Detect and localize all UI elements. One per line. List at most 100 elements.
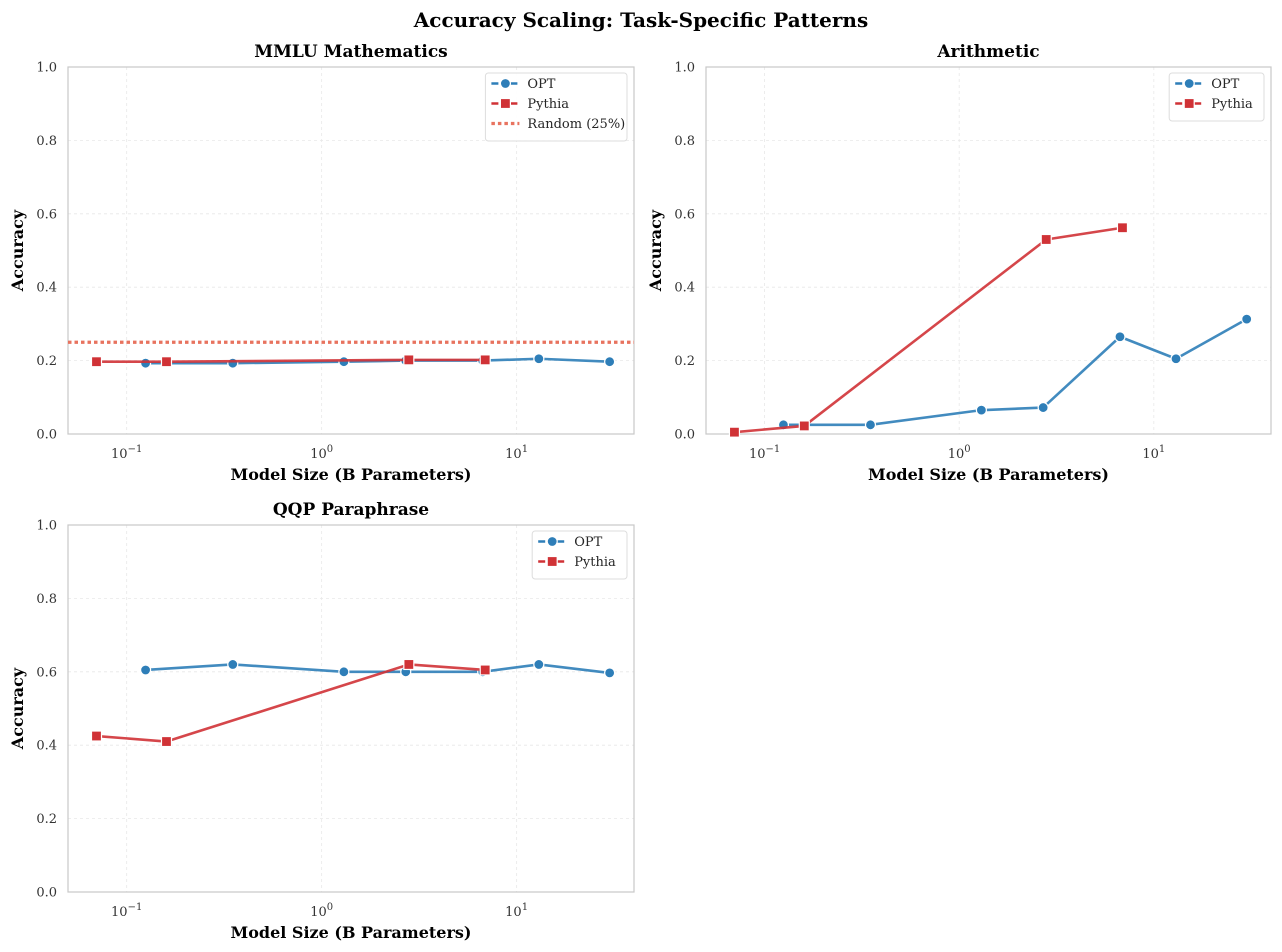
chart-panel-3: 0.0 0.2 0.4 0.6 0.8 1.0 10−1 100 101 QQP Paraphra… — [8, 500, 635, 942]
grid — [68, 524, 634, 893]
y-tick-label: 0.0 — [674, 428, 695, 443]
legend-marker-pythia — [499, 97, 511, 110]
chart-title: QQP Paraphrase — [273, 500, 429, 520]
data-point-pythia — [90, 730, 103, 742]
x-tick-label: 100 — [310, 902, 333, 920]
x-tick-label: 10−1 — [111, 902, 142, 920]
series-pythia — [90, 658, 491, 748]
chart-panel-1: 0.0 0.2 0.4 0.6 0.8 1.0 10−1 100 101 MMLU Mathema… — [8, 42, 635, 484]
legend-marker-opt — [546, 535, 558, 548]
grid — [706, 66, 1271, 435]
series-pythia — [90, 354, 491, 368]
data-point-pythia — [90, 356, 103, 368]
legend-label: Pythia — [527, 97, 569, 112]
legend-label: OPT — [1211, 77, 1239, 92]
data-point-opt — [1170, 353, 1182, 365]
y-tick-label: 1.0 — [36, 519, 57, 534]
series-line-pythia — [96, 358, 486, 364]
series-opt — [777, 313, 1253, 431]
y-tick-label: 0.8 — [36, 592, 57, 607]
chart-panel-2: 0.0 0.2 0.4 0.6 0.8 1.0 10−1 100 101 Arithmetic Mo… — [646, 42, 1272, 484]
series-line-pythia — [96, 663, 486, 743]
data-point-opt — [1037, 401, 1049, 414]
legend: OPT Pythia — [531, 530, 628, 580]
data-point-opt — [139, 357, 152, 369]
data-point-opt — [533, 658, 545, 671]
y-tick-label: 0.2 — [36, 354, 57, 369]
data-point-pythia — [479, 664, 491, 676]
data-point-opt — [338, 356, 350, 368]
y-axis-label: Accuracy — [646, 209, 665, 292]
y-tick-label: 0.0 — [36, 428, 57, 443]
x-axis-label: Model Size (B Parameters) — [231, 465, 472, 484]
data-point-opt — [227, 658, 239, 671]
data-point-opt — [1241, 313, 1253, 325]
data-point-pythia — [798, 420, 810, 432]
plot-frame — [67, 66, 635, 435]
data-point-pythia — [1040, 233, 1052, 246]
legend-marker-opt — [499, 77, 511, 90]
legend-label: OPT — [527, 77, 555, 92]
y-tick-label: 0.2 — [674, 354, 695, 369]
legend-item-pythia: Pythia — [1175, 97, 1253, 112]
y-tick-label: 0.4 — [36, 281, 57, 296]
y-tick-label: 0.6 — [674, 207, 695, 222]
legend-item-random: Random (25%) — [491, 117, 625, 132]
x-axis-label: Model Size (B Parameters) — [231, 923, 472, 942]
data-point-opt — [139, 664, 152, 676]
plot-frame — [67, 524, 635, 893]
legend-label: Random (25%) — [527, 117, 625, 132]
x-tick-label: 100 — [948, 444, 971, 462]
series-pythia — [728, 222, 1129, 438]
y-tick-label: 0.0 — [36, 886, 57, 901]
legend-label: OPT — [574, 535, 602, 550]
data-point-pythia — [160, 735, 173, 748]
data-point-opt — [1114, 331, 1126, 343]
y-tick-label: 0.4 — [36, 739, 57, 754]
y-axis-label: Accuracy — [8, 667, 27, 750]
y-tick-label: 0.8 — [36, 134, 57, 149]
data-point-opt — [604, 667, 616, 679]
data-point-pythia — [728, 426, 741, 438]
data-point-pythia — [479, 354, 491, 366]
chart-title: Arithmetic — [936, 42, 1039, 62]
x-tick-label: 101 — [505, 444, 528, 462]
y-tick-label: 1.0 — [674, 61, 695, 76]
x-tick-label: 101 — [505, 902, 528, 920]
series-line-pythia — [734, 226, 1123, 434]
legend-label: Pythia — [1211, 97, 1253, 112]
y-tick-label: 0.6 — [36, 665, 57, 680]
y-tick-label: 0.8 — [674, 134, 695, 149]
figure-title: Accuracy Scaling: Task-Specific Patterns — [413, 8, 868, 32]
series-opt — [139, 658, 616, 679]
plot-frame — [705, 66, 1272, 435]
x-tick-label: 100 — [310, 444, 333, 462]
legend-item-pythia: Pythia — [491, 97, 569, 112]
legend: OPT Pythia — [1168, 72, 1265, 122]
series-line-opt — [783, 317, 1248, 427]
data-point-opt — [864, 419, 877, 431]
chart-title: MMLU Mathematics — [254, 42, 448, 62]
legend-item-opt: OPT — [538, 535, 603, 550]
data-point-pythia — [403, 354, 415, 366]
legend: OPT Pythia Random (25%) — [484, 72, 628, 142]
data-point-opt — [227, 357, 239, 369]
y-tick-label: 0.6 — [36, 207, 57, 222]
data-point-pythia — [160, 356, 173, 368]
data-point-pythia — [403, 658, 415, 671]
legend-box — [484, 72, 628, 142]
data-point-opt — [338, 666, 350, 678]
legend-item-opt: OPT — [491, 77, 556, 92]
legend-marker-pythia — [1183, 97, 1195, 110]
legend-item-pythia: Pythia — [538, 555, 616, 570]
y-tick-label: 1.0 — [36, 61, 57, 76]
y-tick-label: 0.4 — [674, 281, 695, 296]
x-axis-label: Model Size (B Parameters) — [868, 465, 1109, 484]
x-tick-label: 101 — [1142, 444, 1165, 462]
chart-panels: 0.0 0.2 0.4 0.6 0.8 1.0 10−1 100 101 MMLU Mathema… — [8, 42, 1272, 942]
legend-label: Pythia — [574, 555, 616, 570]
y-axis-label: Accuracy — [8, 209, 27, 292]
data-point-opt — [975, 404, 987, 416]
data-point-pythia — [1116, 222, 1129, 234]
